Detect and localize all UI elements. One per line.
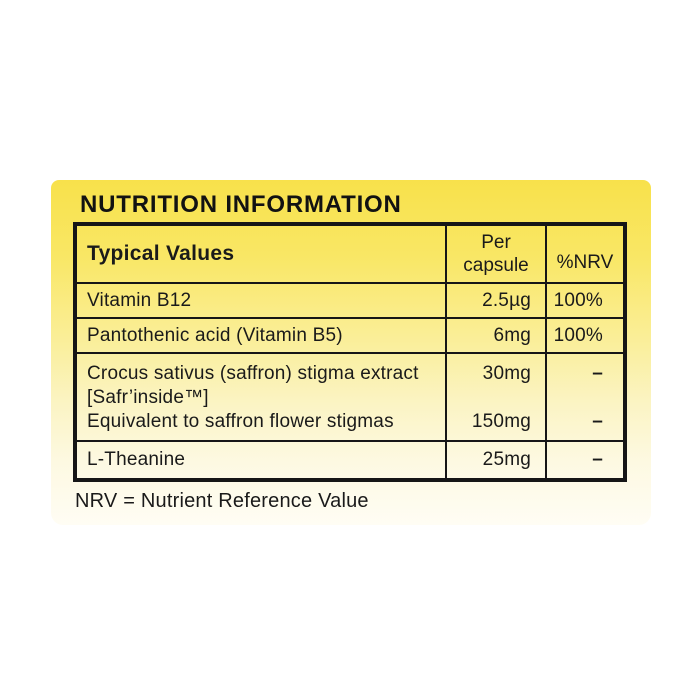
nutrient-name-line: Equivalent to saffron flower stigmas [87,411,394,432]
nutrient-amount [447,386,531,410]
table-row-vitamin-b12: Vitamin B12 2.5µg 100% [77,282,623,317]
nutrient-name: Vitamin B12 [87,289,192,311]
header-per-capsule: Per capsule [445,226,545,282]
nutrient-nrv: 100% [545,319,623,352]
header-typical-values: Typical Values [87,242,235,265]
nutrient-nrv [547,386,603,410]
nutrient-amount: 25mg [445,442,545,478]
nrv-footnote: NRV = Nutrient Reference Value [75,490,369,512]
nutrition-table: Typical Values Per capsule %NRV Vitamin … [73,222,627,482]
nutrient-nrv-group: – – [545,354,623,440]
nutrient-name-group: Crocus sativus (saffron) stigma extract … [77,354,445,440]
nutrient-nrv: 100% [545,284,623,317]
nutrient-amount: 150mg [471,411,531,432]
nutrient-amount: 6mg [445,319,545,352]
nutrient-amount-group: 30mg 150mg [445,354,545,440]
table-row-pantothenic-acid: Pantothenic acid (Vitamin B5) 6mg 100% [77,317,623,352]
table-row-saffron-extract: Crocus sativus (saffron) stigma extract … [77,352,623,440]
table-row-l-theanine: L-Theanine 25mg – [77,440,623,478]
panel-title: NUTRITION INFORMATION [80,191,402,218]
nutrient-name-line: Crocus sativus (saffron) stigma extract [87,363,419,384]
nutrient-name: L-Theanine [87,449,186,470]
nutrient-amount: 2.5µg [445,284,545,317]
nutrient-nrv: – [592,411,603,432]
header-nrv: %NRV [545,226,623,282]
nutrient-name: Pantothenic acid (Vitamin B5) [87,324,343,346]
nutrition-panel: NUTRITION INFORMATION Typical Values Per… [51,180,651,525]
table-header-row: Typical Values Per capsule %NRV [77,226,623,282]
nutrient-nrv: – [545,442,623,478]
nutrient-nrv: – [592,363,603,384]
nutrient-name-line: [Safr’inside™] [87,387,209,408]
nutrient-amount: 30mg [482,363,531,384]
